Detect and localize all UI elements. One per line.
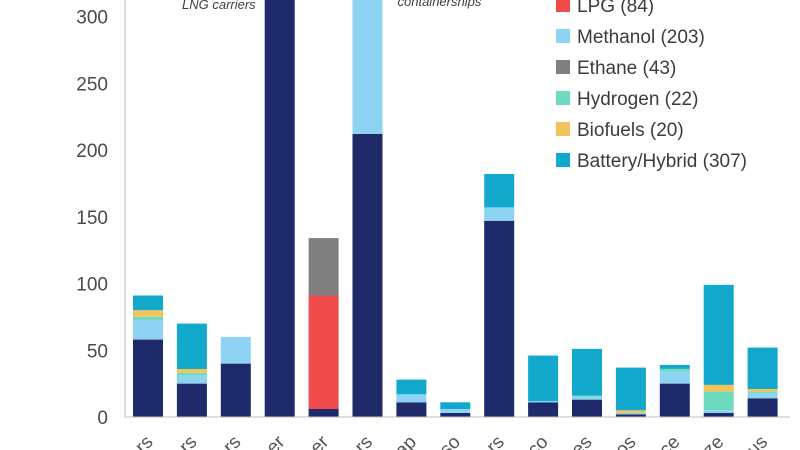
bar-segment-battery-10 bbox=[572, 348, 602, 396]
legend-swatch-methanol bbox=[556, 29, 570, 43]
bar-segment-lpg-4 bbox=[308, 295, 339, 409]
bar-segment-methanol-5 bbox=[352, 0, 383, 134]
bar-segment-navy-10 bbox=[572, 399, 602, 417]
bar-segment-methanol-13 bbox=[703, 410, 734, 413]
bar-segment-battery-1 bbox=[176, 323, 207, 369]
bar-segment-battery-0 bbox=[133, 295, 163, 311]
legend-swatch-battery bbox=[556, 153, 570, 167]
bar-segment-hydrogen-14 bbox=[747, 391, 778, 393]
y-tick-label: 200 bbox=[76, 141, 108, 162]
bar-segment-navy-12 bbox=[659, 383, 690, 417]
bar-segment-navy-9 bbox=[528, 402, 559, 417]
y-tick-label: 250 bbox=[76, 74, 108, 95]
x-tick-label: ce bbox=[655, 432, 684, 450]
bar-segment-battery-14 bbox=[747, 347, 778, 389]
bar-segment-hydrogen-0 bbox=[133, 316, 163, 320]
bar-segment-hydrogen-13 bbox=[703, 391, 734, 411]
bar-segment-methanol-7 bbox=[440, 409, 471, 413]
bar-segment-methanol-11 bbox=[615, 413, 646, 415]
legend-label-ethane: Ethane (43) bbox=[577, 58, 676, 79]
bar-segment-hydrogen-12 bbox=[659, 368, 690, 372]
bar-segment-battery-13 bbox=[703, 284, 734, 385]
bar-segment-methanol-2 bbox=[220, 336, 251, 364]
bar-segment-ethane-4 bbox=[308, 238, 339, 296]
bar-segment-battery-8 bbox=[484, 174, 515, 208]
bar-annotation: containerships bbox=[398, 0, 482, 9]
legend-label-biofuels: Biofuels (20) bbox=[577, 120, 684, 141]
bar-segment-navy-7 bbox=[440, 413, 471, 417]
y-tick-label: 150 bbox=[76, 208, 108, 229]
y-tick-label: 0 bbox=[97, 408, 108, 429]
bar-annotation: LNG carriers bbox=[182, 0, 256, 12]
x-tick-label: er bbox=[262, 431, 289, 450]
bar-segment-battery-7 bbox=[440, 402, 471, 409]
bar-segment-navy-1 bbox=[176, 383, 207, 417]
bar-segment-methanol-9 bbox=[528, 401, 559, 403]
bar-segment-navy-0 bbox=[133, 339, 163, 417]
x-tick-label: so bbox=[436, 432, 465, 450]
y-tick-label: 100 bbox=[76, 275, 108, 296]
x-tick-label: er bbox=[306, 431, 333, 450]
bar-segment-battery-6 bbox=[396, 379, 427, 395]
x-tick-label: rs bbox=[131, 432, 157, 450]
x-tick-label: rs bbox=[219, 432, 245, 450]
bar-segment-methanol-6 bbox=[396, 394, 427, 403]
bar-segment-hydrogen-10 bbox=[572, 395, 602, 397]
bar-segment-navy-5 bbox=[352, 134, 383, 417]
bar-segment-methanol-0 bbox=[133, 319, 163, 340]
bar-segment-biofuels-1 bbox=[176, 368, 207, 373]
bar-segment-methanol-12 bbox=[659, 371, 690, 384]
x-tick-label: rs bbox=[483, 432, 509, 450]
bar-segment-navy-6 bbox=[396, 402, 427, 417]
legend-label-battery: Battery/Hybrid (307) bbox=[577, 151, 747, 172]
legend: LPG (84) Methanol (203) Ethane (43) Hydroge… bbox=[556, 0, 747, 172]
x-tick-label: os bbox=[611, 432, 640, 450]
bar-segment-hydrogen-1 bbox=[176, 372, 207, 376]
bar-segment-methanol-1 bbox=[176, 375, 207, 384]
x-tick-label: us bbox=[743, 432, 772, 450]
bar-segment-navy-4 bbox=[308, 409, 339, 417]
bar-segment-biofuels-0 bbox=[133, 310, 163, 317]
bar-segment-battery-12 bbox=[659, 364, 690, 369]
bar-segment-methanol-14 bbox=[747, 393, 778, 399]
bar-segment-biofuels-11 bbox=[615, 410, 646, 413]
legend-label-hydrogen: Hydrogen (22) bbox=[577, 89, 698, 110]
legend-swatch-ethane bbox=[556, 60, 570, 74]
bar-segment-navy-8 bbox=[484, 220, 515, 417]
bar-segment-navy-3 bbox=[264, 0, 295, 418]
legend-swatch-lpg bbox=[556, 0, 570, 12]
bar-segment-navy-2 bbox=[220, 363, 251, 417]
y-tick-label: 50 bbox=[87, 341, 108, 362]
x-tick-label: ap bbox=[391, 432, 421, 450]
bar-segment-navy-13 bbox=[703, 413, 734, 417]
bar-segment-methanol-8 bbox=[484, 207, 515, 221]
legend-swatch-biofuels bbox=[556, 122, 570, 136]
bar-segment-battery-9 bbox=[528, 355, 559, 401]
bar-segment-navy-14 bbox=[747, 398, 778, 417]
x-tick-label: rs bbox=[351, 432, 377, 450]
bar-segment-battery-11 bbox=[615, 367, 646, 411]
x-tick-label: co bbox=[524, 432, 553, 450]
bar-segment-biofuels-14 bbox=[747, 389, 778, 392]
legend-label-lpg: LPG (84) bbox=[577, 0, 654, 17]
bar-segment-methanol-10 bbox=[572, 397, 602, 400]
x-tick-label: ze bbox=[699, 432, 728, 450]
legend-label-methanol: Methanol (203) bbox=[577, 27, 705, 48]
y-tick-label: 300 bbox=[76, 8, 108, 29]
legend-swatch-hydrogen bbox=[556, 91, 570, 105]
bars-group bbox=[133, 0, 778, 418]
bar-segment-biofuels-13 bbox=[703, 385, 734, 392]
bar-segment-navy-11 bbox=[615, 414, 646, 417]
x-tick-label: es bbox=[567, 432, 596, 450]
x-tick-label: rs bbox=[175, 432, 201, 450]
